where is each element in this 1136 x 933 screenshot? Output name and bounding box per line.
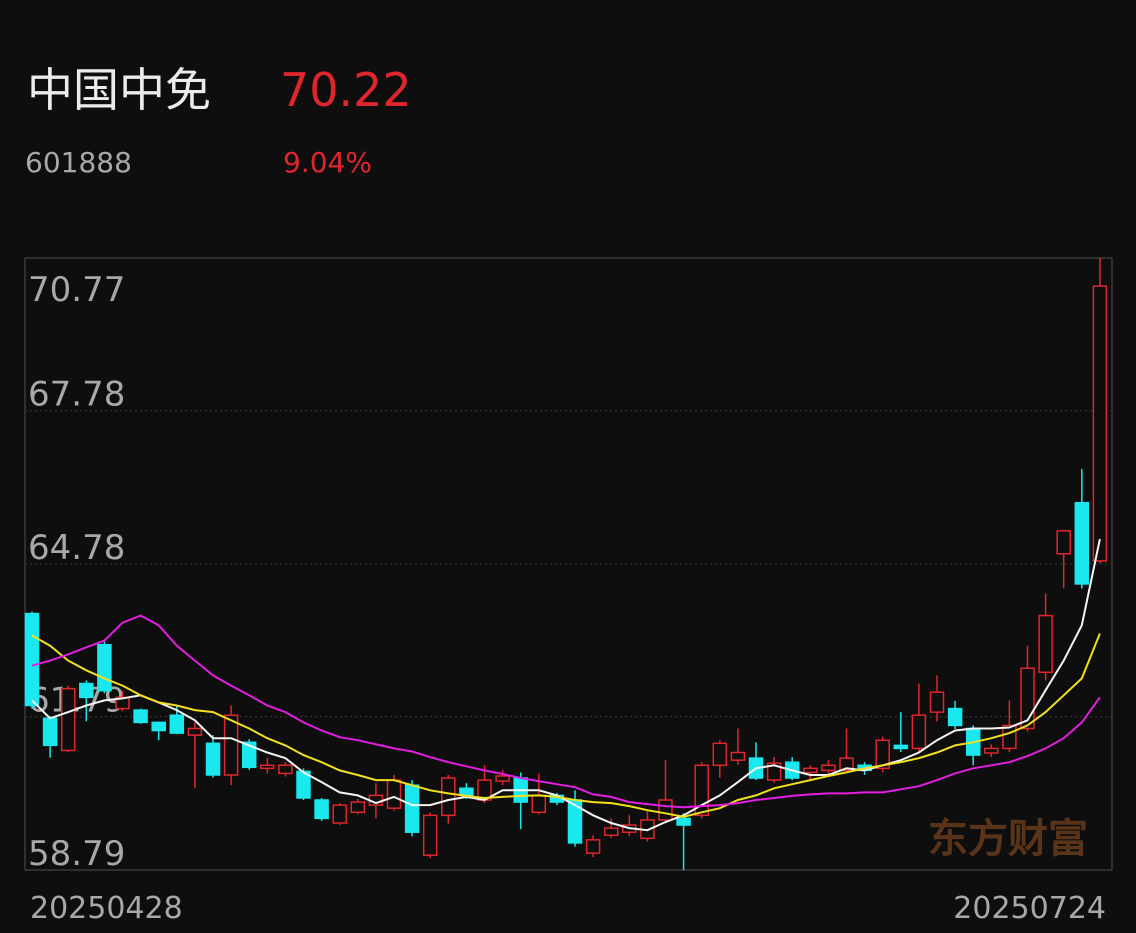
candle-body [821, 764, 836, 772]
candle-body [712, 742, 728, 767]
candle-body [223, 714, 239, 776]
candle-body [260, 764, 275, 770]
stock-price: 70.22 [280, 63, 412, 117]
y-tick-label: 64.78 [28, 528, 125, 568]
price-change: 9.04% [283, 146, 372, 179]
candle-body [766, 762, 782, 781]
candle-body [730, 751, 746, 761]
candle-body [205, 742, 221, 776]
candle-body [531, 794, 547, 814]
candle-body [187, 727, 203, 736]
candle-body [422, 814, 438, 856]
candle-body [278, 764, 293, 775]
candle-body [495, 775, 510, 782]
candle-body [169, 714, 185, 734]
candle-body [151, 721, 166, 732]
candle-body [42, 717, 58, 747]
candle-body [947, 707, 963, 727]
moving-average-line [31, 633, 1101, 818]
candle-body [676, 817, 691, 826]
candle-body [929, 691, 945, 713]
stock-code: 601888 [25, 146, 132, 179]
candle-body [911, 714, 927, 750]
candle-body [241, 741, 257, 769]
candle-body [441, 777, 456, 817]
x-tick-label: 20250724 [953, 891, 1106, 926]
candle-body [314, 799, 329, 820]
candle-body [115, 696, 130, 710]
y-tick-label: 58.79 [28, 834, 125, 874]
candle-body [97, 643, 112, 692]
candle-body [404, 784, 420, 833]
candle-body [1002, 724, 1017, 750]
candle-body [60, 687, 76, 752]
candle-body [24, 612, 40, 707]
candle-body [893, 744, 909, 750]
y-tick-label: 67.78 [28, 375, 125, 415]
candle-body [1092, 285, 1108, 562]
candle-body [1056, 530, 1071, 555]
candle-body [1038, 614, 1053, 674]
candle-body [332, 804, 347, 824]
candle-body [603, 827, 619, 837]
candle-body [658, 799, 673, 821]
candle-body [386, 779, 402, 809]
watermark: 东方财富 [928, 816, 1088, 862]
candle-body [875, 739, 890, 770]
moving-average-line [31, 538, 1101, 832]
moving-average-line [31, 614, 1101, 809]
candle-body [79, 682, 94, 699]
candle-body [350, 801, 366, 814]
candle-body [133, 709, 148, 724]
stock-name: 中国中免 [27, 63, 211, 117]
y-tick-label: 70.77 [28, 270, 125, 310]
x-tick-label: 20250428 [30, 891, 183, 926]
candle-body [984, 747, 999, 754]
candle-body [585, 839, 601, 854]
candle-body [567, 799, 583, 844]
candle-body [839, 757, 854, 772]
candle-body [1074, 501, 1090, 585]
candle-body [803, 767, 818, 774]
